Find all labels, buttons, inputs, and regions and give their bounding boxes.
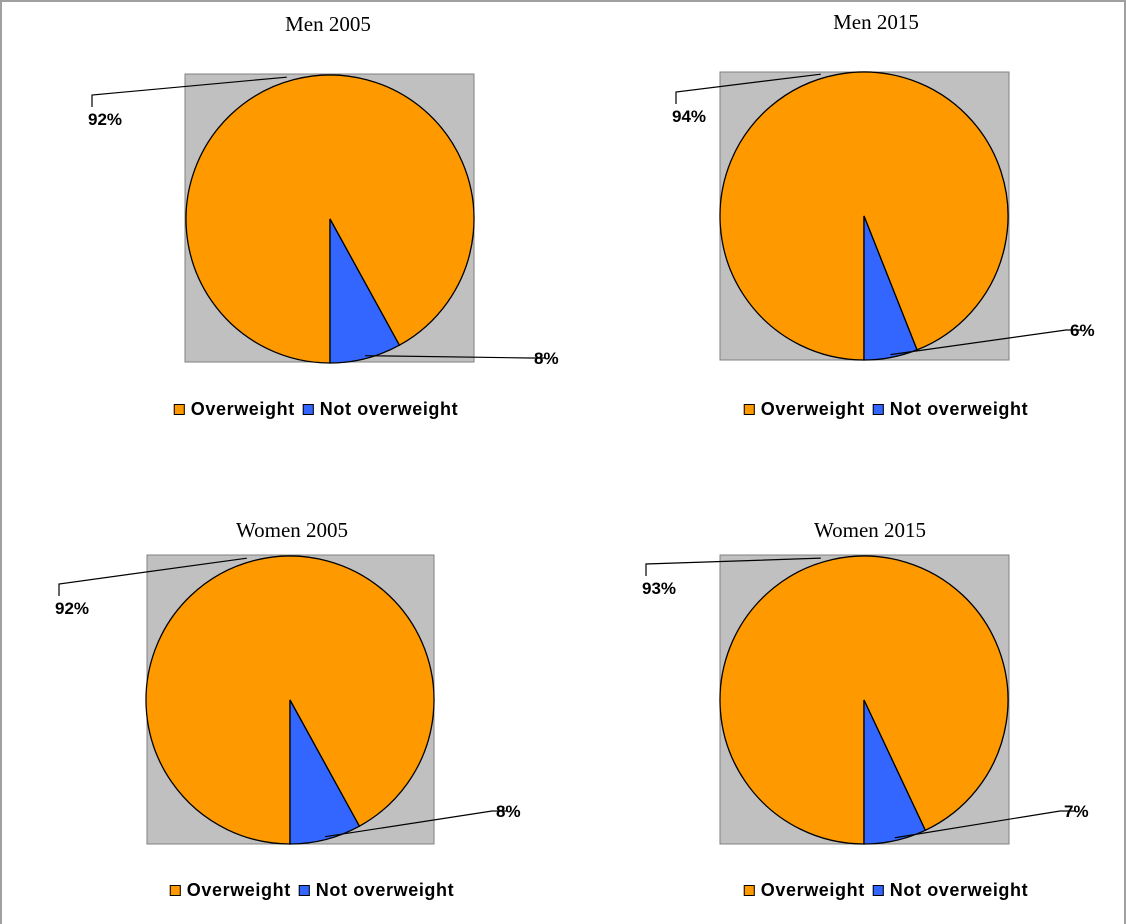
chart-title: Men 2015 (833, 10, 919, 34)
leader-line-overweight (91, 76, 287, 107)
legend: Overweight Not overweight (743, 399, 1036, 420)
pie-slice-not-overweight (863, 215, 918, 361)
legend-item-not-overweight: Not overweight (872, 399, 1029, 420)
legend-item-not-overweight: Not overweight (302, 399, 459, 420)
data-label-overweight: 92% (88, 110, 122, 129)
legend-item-overweight: Overweight (169, 880, 291, 901)
legend-label: Overweight (186, 880, 291, 900)
legend: Overweight Not overweight (169, 880, 462, 901)
data-label-overweight: 94% (672, 107, 706, 126)
legend: Overweight Not overweight (743, 880, 1036, 901)
legend-item-overweight: Overweight (173, 399, 295, 420)
data-label-not-overweight: 6% (1070, 321, 1095, 340)
chart-title: Women 2005 (235, 518, 349, 542)
leader-line-overweight (675, 73, 821, 104)
data-label-not-overweight: 7% (1064, 802, 1089, 821)
legend-item-not-overweight: Not overweight (872, 880, 1029, 901)
leader-line-not-overweight (365, 355, 546, 359)
pie-slice-not-overweight (289, 699, 361, 845)
legend-label: Not overweight (315, 880, 455, 900)
leader-line-overweight (58, 557, 247, 596)
chart-title: Men 2005 (285, 12, 371, 36)
legend-swatch-not-overweight (298, 885, 310, 896)
legend-swatch-not-overweight (302, 404, 314, 415)
chart-title: Women 2015 (813, 518, 927, 542)
legend-label: Overweight (760, 399, 865, 419)
legend-label: Not overweight (319, 399, 459, 419)
legend-label: Overweight (760, 880, 865, 900)
legend-item-not-overweight: Not overweight (298, 880, 455, 901)
legend-swatch-not-overweight (872, 885, 884, 896)
leader-line-not-overweight (325, 810, 508, 838)
leader-line-not-overweight (890, 329, 1082, 356)
pie-slice-not-overweight (329, 218, 401, 364)
legend-swatch-overweight (173, 404, 185, 415)
data-label-overweight: 93% (642, 579, 676, 598)
data-label-not-overweight: 8% (534, 349, 559, 368)
legend-swatch-overweight (743, 885, 755, 896)
pie-slice-not-overweight (863, 699, 927, 845)
legend-label: Not overweight (889, 399, 1029, 419)
legend-item-overweight: Overweight (743, 399, 865, 420)
legend-label: Overweight (190, 399, 295, 419)
legend-swatch-overweight (743, 404, 755, 415)
legend-item-overweight: Overweight (743, 880, 865, 901)
data-label-overweight: 92% (55, 599, 89, 618)
legend-label: Not overweight (889, 880, 1029, 900)
legend: Overweight Not overweight (173, 399, 466, 420)
legend-swatch-overweight (169, 885, 181, 896)
leader-line-not-overweight (894, 810, 1076, 839)
legend-swatch-not-overweight (872, 404, 884, 415)
leader-line-overweight (645, 557, 821, 576)
data-label-not-overweight: 8% (496, 802, 521, 821)
